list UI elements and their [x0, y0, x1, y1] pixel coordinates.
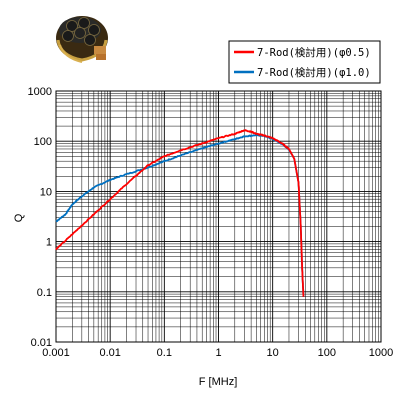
- legend: 7-Rod(検討用)(φ0.5) 7-Rod(検討用)(φ1.0): [228, 40, 381, 84]
- legend-box: [228, 40, 381, 84]
- plot-area: [55, 90, 382, 343]
- y-tick-labels: 0.01 0.1 1 10 100 1000: [28, 86, 52, 349]
- x-axis-label: F [MHz]: [199, 376, 238, 388]
- inductor-photo: [56, 16, 108, 63]
- x-tick-label: 0.01: [99, 347, 120, 359]
- y-tick-label: 100: [34, 136, 52, 148]
- y-tick-label: 1: [46, 237, 52, 249]
- legend-label-series-1: 7-Rod(検討用)(φ0.5): [257, 46, 371, 59]
- x-tick-label: 10: [267, 347, 279, 359]
- x-tick-label: 1000: [369, 347, 393, 359]
- y-tick-label: 0.1: [37, 287, 52, 299]
- x-tick-labels: 0.001 0.01 0.1 1 10 100 1000: [42, 347, 393, 359]
- y-tick-label: 1000: [28, 86, 52, 98]
- x-tick-label: 0.001: [42, 347, 70, 359]
- grid-lines: [56, 91, 381, 342]
- x-tick-label: 100: [318, 347, 336, 359]
- series-lines: [55, 129, 305, 297]
- series-line-1: [55, 129, 305, 297]
- y-axis-label: Q: [13, 213, 25, 222]
- x-tick-label: 1: [215, 347, 221, 359]
- x-tick-label: 0.1: [157, 347, 172, 359]
- y-tick-label: 0.01: [31, 337, 52, 349]
- y-tick-label: 10: [40, 186, 52, 198]
- legend-label-series-2: 7-Rod(検討用)(φ1.0): [257, 66, 371, 79]
